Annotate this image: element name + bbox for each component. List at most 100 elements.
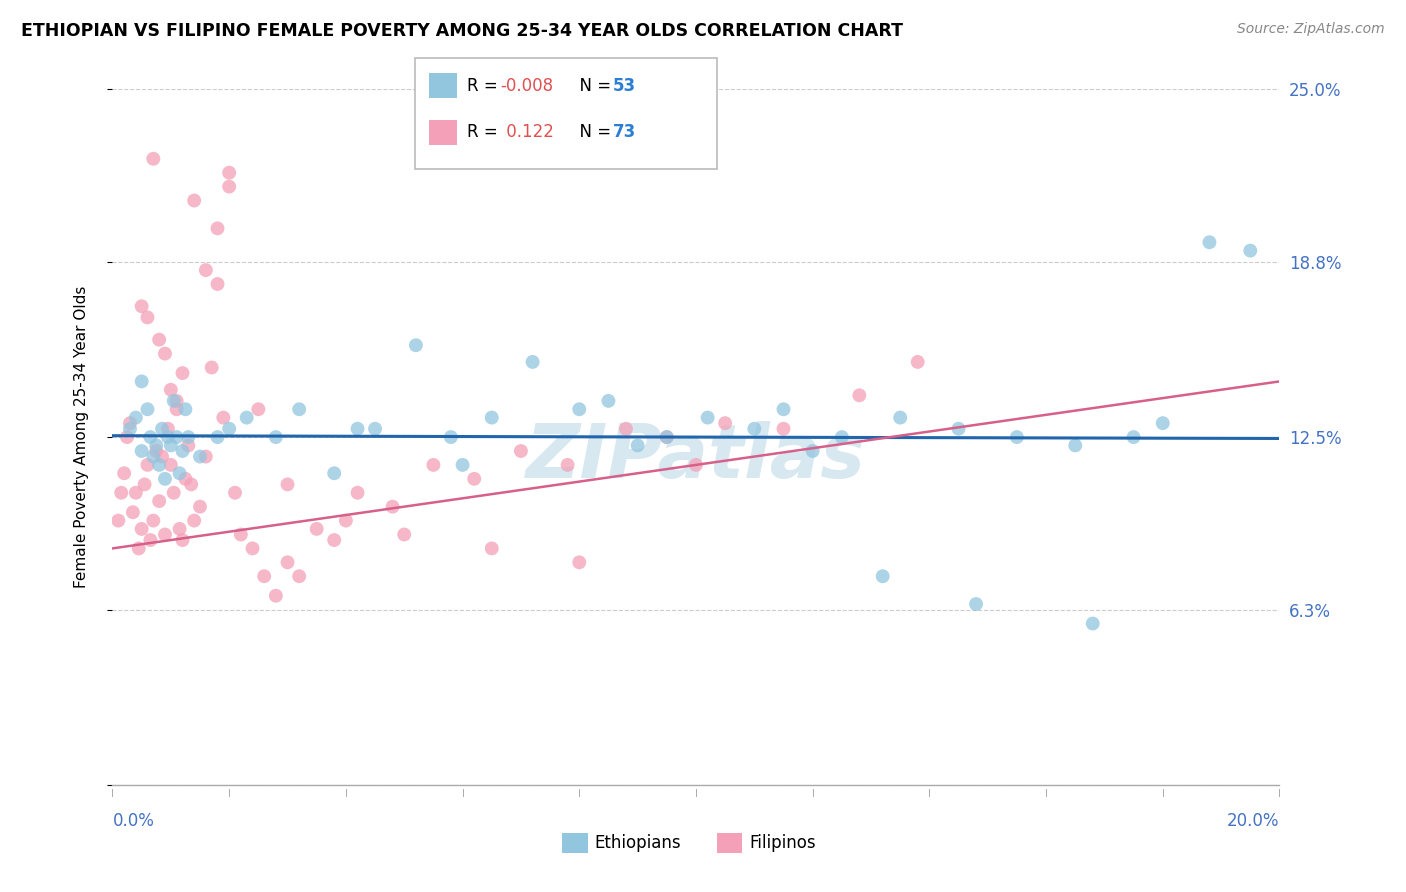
Point xyxy=(128,541,150,556)
Text: Ethiopians: Ethiopians xyxy=(595,834,682,852)
Point xyxy=(276,477,298,491)
Point xyxy=(160,383,183,397)
Point xyxy=(346,422,368,436)
Point xyxy=(156,422,179,436)
Point xyxy=(872,569,894,583)
Point xyxy=(229,527,252,541)
Point xyxy=(118,416,141,430)
Point xyxy=(235,410,257,425)
Point xyxy=(172,366,194,380)
Point xyxy=(148,333,170,347)
Point xyxy=(169,467,191,481)
Point xyxy=(131,375,153,389)
Point xyxy=(136,310,159,325)
Point xyxy=(346,485,368,500)
Point xyxy=(247,402,270,417)
Point xyxy=(422,458,444,472)
Point xyxy=(965,597,987,611)
Point xyxy=(305,522,328,536)
Point xyxy=(224,485,246,500)
Point xyxy=(125,485,148,500)
Text: 53: 53 xyxy=(613,77,636,95)
Point xyxy=(1239,244,1261,258)
Point xyxy=(177,430,200,444)
Point xyxy=(207,430,229,444)
Point xyxy=(194,450,217,464)
Point xyxy=(122,505,145,519)
Point xyxy=(264,589,287,603)
Point xyxy=(509,444,531,458)
Point xyxy=(568,402,591,417)
Point xyxy=(212,410,235,425)
Point xyxy=(166,393,188,408)
Point xyxy=(614,422,637,436)
Text: 20.0%: 20.0% xyxy=(1227,812,1279,830)
Point xyxy=(772,402,794,417)
Point xyxy=(242,541,264,556)
Point xyxy=(142,514,165,528)
Point xyxy=(481,541,503,556)
Point xyxy=(145,438,167,452)
Point xyxy=(481,410,503,425)
Point xyxy=(207,277,229,291)
Point xyxy=(112,467,135,481)
Point xyxy=(1152,416,1174,430)
Point xyxy=(166,402,188,417)
Point xyxy=(405,338,427,352)
Point xyxy=(172,533,194,547)
Point xyxy=(801,444,824,458)
Text: N =: N = xyxy=(569,123,617,141)
Point xyxy=(364,422,387,436)
Point xyxy=(451,458,474,472)
Point xyxy=(150,450,173,464)
Point xyxy=(131,444,153,458)
Point xyxy=(153,346,176,360)
Point xyxy=(142,450,165,464)
Text: Source: ZipAtlas.com: Source: ZipAtlas.com xyxy=(1237,22,1385,37)
Point xyxy=(169,522,191,536)
Text: Filipinos: Filipinos xyxy=(749,834,815,852)
Point xyxy=(131,522,153,536)
Point xyxy=(742,422,765,436)
Text: 0.0%: 0.0% xyxy=(112,812,155,830)
Text: -0.008: -0.008 xyxy=(501,77,554,95)
Point xyxy=(145,444,167,458)
Point xyxy=(136,458,159,472)
Point xyxy=(174,472,197,486)
Point xyxy=(696,410,718,425)
Point xyxy=(288,569,311,583)
Text: 0.122: 0.122 xyxy=(501,123,554,141)
Point xyxy=(568,555,591,569)
Point xyxy=(148,494,170,508)
Point xyxy=(288,402,311,417)
Point xyxy=(335,514,357,528)
Point xyxy=(163,485,186,500)
Point xyxy=(1005,430,1028,444)
Point xyxy=(655,430,678,444)
Point xyxy=(685,458,707,472)
Point xyxy=(153,472,176,486)
Point xyxy=(131,299,153,313)
Point xyxy=(207,221,229,235)
Point xyxy=(177,438,200,452)
Point xyxy=(174,402,197,417)
Point xyxy=(831,430,853,444)
Point xyxy=(848,388,870,402)
Point xyxy=(110,485,132,500)
Point xyxy=(160,438,183,452)
Point xyxy=(440,430,463,444)
Point xyxy=(1198,235,1220,250)
Point xyxy=(180,477,202,491)
Point xyxy=(598,393,620,408)
Point xyxy=(107,514,129,528)
Point xyxy=(463,472,485,486)
Point xyxy=(153,527,176,541)
Point xyxy=(1064,438,1087,452)
Text: ZIPatlas: ZIPatlas xyxy=(526,421,866,494)
Point xyxy=(166,430,188,444)
Point xyxy=(142,152,165,166)
Point xyxy=(1122,430,1144,444)
Point xyxy=(889,410,911,425)
Point xyxy=(948,422,970,436)
Text: N =: N = xyxy=(569,77,617,95)
